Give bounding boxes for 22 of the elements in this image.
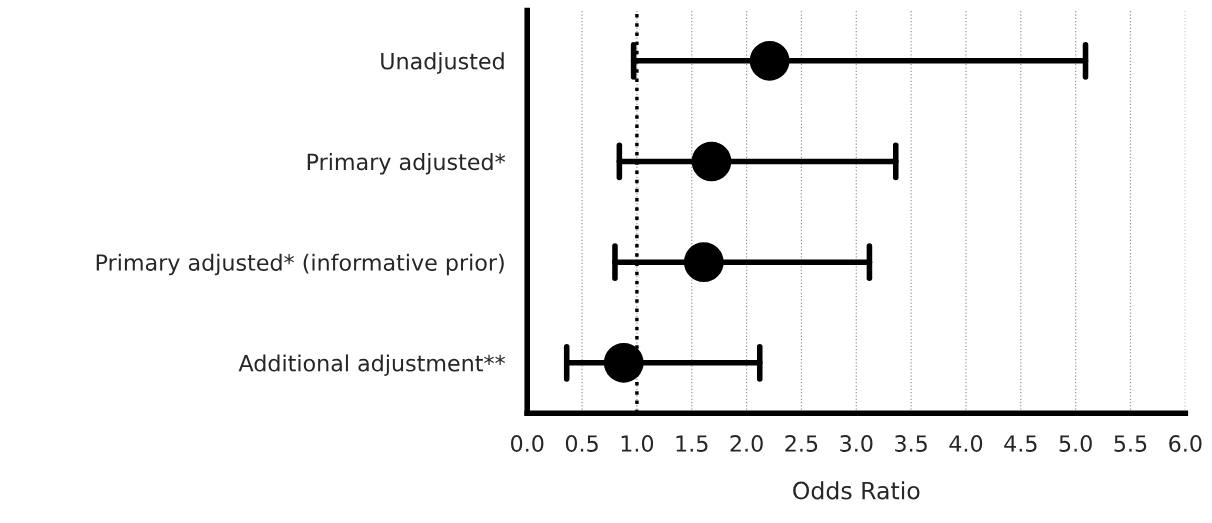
x-axis-title: Odds Ratio [793,481,920,500]
point [683,242,724,282]
x-tick-label: 4.0 [949,435,983,452]
x-tick-label: 5.5 [1114,435,1147,452]
point [749,40,790,81]
x-tick-label: 4.5 [1004,435,1037,452]
x-tick-label: 1.0 [621,435,654,452]
x-tick-label: 3.0 [840,435,873,452]
y-tick-label: Unadjusted [381,52,504,74]
x-tick-label: 3.5 [895,435,927,452]
x-tick-label: 2.0 [730,435,763,452]
x-tick-label: 1.5 [676,435,708,452]
point [691,141,732,182]
x-tick-label: 0.0 [511,435,544,452]
x-tick-label: 6.0 [1169,435,1202,452]
point [603,342,644,383]
y-tick-label: Primary adjusted* (informative prior) [96,253,504,276]
x-tick-label: 2.5 [785,435,818,452]
x-tick-label: 5.0 [1059,435,1092,452]
y-tick-label: Primary adjusted* [307,153,506,175]
y-tick-label: Additional adjustment** [238,354,506,376]
x-tick-label: 0.5 [565,435,598,452]
